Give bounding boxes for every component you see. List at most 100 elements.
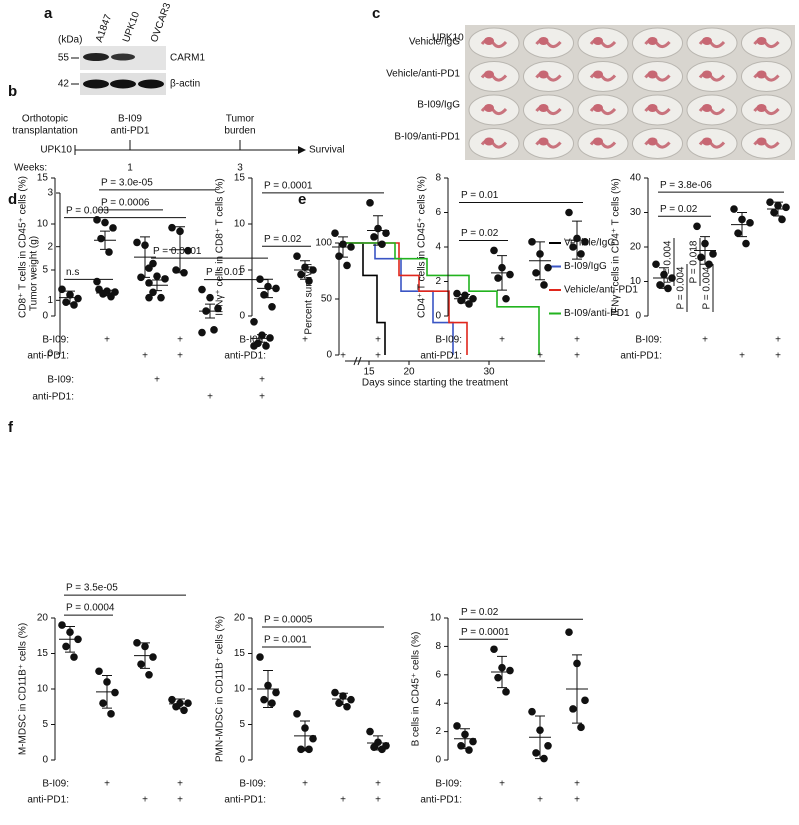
data-point: [137, 660, 145, 668]
data-point: [198, 328, 206, 337]
p-value: P = 3.8e-06: [660, 180, 712, 191]
panel-label: c: [372, 5, 380, 22]
data-point: [502, 688, 510, 696]
data-point: [465, 300, 473, 308]
error-bar: [263, 278, 273, 299]
p-value: P = 0.004: [702, 266, 713, 309]
y-tick-label: 1: [47, 295, 53, 306]
blot-image: [71, 46, 166, 95]
y-tick-label: 0: [635, 311, 641, 322]
y-tick-label: 15: [37, 648, 49, 659]
y-tick-label: 10: [630, 276, 642, 287]
data-point: [184, 246, 192, 255]
data-point: [693, 222, 701, 231]
data-point: [305, 745, 313, 754]
error-bar: [497, 655, 507, 689]
treatment-mark: +: [375, 351, 381, 362]
data-point: [378, 745, 386, 754]
data-point: [180, 706, 188, 715]
treatment-mark: +: [375, 795, 381, 806]
cell-line: UPK10: [40, 145, 72, 156]
data-point: [778, 215, 786, 224]
week-number: 3: [237, 163, 243, 174]
treatment-mark: +: [104, 335, 110, 346]
lane-label: UPK10: [121, 10, 142, 44]
p-value: P = 0.0004: [66, 603, 115, 614]
p-value: P = 0.0006: [101, 197, 150, 208]
treatment-mark: +: [340, 795, 346, 806]
row-label: Vehicle/IgG: [409, 37, 460, 48]
event-label: B-I09: [118, 114, 142, 125]
y-tick-label: 0: [42, 311, 48, 322]
legend-label: Vehicle/anti-PD1: [564, 285, 638, 296]
survival-curve: [345, 242, 540, 355]
treatment-label: B-I09:: [42, 335, 69, 346]
treatment-mark: +: [775, 335, 781, 346]
row-label: B-I09/anti-PD1: [394, 132, 460, 143]
treatment-mark: +: [499, 335, 505, 346]
data-point: [99, 290, 107, 298]
treatment-label: anti-PD1:: [420, 351, 462, 362]
y-tick-label: 2: [47, 241, 53, 252]
y-axis-label: M-MDSC in CD11B⁺ cells (%): [18, 623, 29, 755]
legend-label: Vehicle/IgG: [564, 238, 615, 249]
data-point: [469, 737, 477, 746]
treatment-mark: +: [702, 335, 708, 346]
y-tick-label: 5: [42, 265, 48, 276]
treatment-mark: +: [154, 375, 160, 386]
x-tick-label: 30: [483, 367, 495, 378]
y-tick-label: 0: [435, 755, 441, 766]
y-tick-label: 0: [239, 311, 245, 322]
panel-label: a: [44, 5, 53, 22]
data-point: [58, 285, 66, 294]
data-point: [544, 263, 552, 272]
data-point: [293, 252, 301, 260]
data-point: [133, 639, 141, 647]
error-bar: [257, 334, 267, 343]
treatment-mark: +: [259, 392, 265, 403]
data-point: [540, 281, 548, 289]
data-point: [581, 238, 589, 246]
event-label: Orthotopic: [22, 114, 68, 125]
data-point: [366, 199, 374, 207]
error-bar: [65, 626, 75, 653]
data-point: [569, 705, 577, 713]
y-tick-label: 0: [326, 350, 332, 361]
error-bar: [175, 698, 185, 710]
data-point: [370, 743, 378, 752]
error-bar: [65, 290, 75, 305]
event-label: transplantation: [12, 126, 78, 137]
p-value: P = 0.018: [689, 240, 700, 283]
tumor-photo: [465, 25, 795, 160]
photo-title: UPK10: [432, 33, 464, 44]
y-tick-label: 40: [630, 173, 642, 184]
legend-label: B-I09/anti-PD1: [564, 308, 630, 319]
y-tick-label: 0: [47, 349, 53, 360]
y-tick-label: 30: [630, 207, 642, 218]
data-point: [266, 334, 274, 342]
data-point: [153, 272, 161, 280]
treatment-label: anti-PD1:: [27, 351, 69, 362]
data-point: [250, 342, 258, 350]
data-point: [268, 699, 276, 707]
data-point: [709, 250, 717, 258]
data-point: [256, 275, 264, 284]
treatment-mark: +: [375, 779, 381, 790]
data-point: [145, 671, 153, 679]
data-point: [782, 203, 790, 212]
y-tick-label: 50: [321, 294, 333, 305]
data-point: [544, 742, 552, 750]
y-tick-label: 6: [435, 207, 441, 218]
data-point: [97, 234, 105, 243]
data-point: [453, 289, 461, 298]
data-point: [494, 274, 502, 282]
treatment-mark: +: [537, 351, 543, 362]
data-point: [343, 261, 351, 270]
y-tick-label: 15: [37, 173, 49, 184]
error-bar: [338, 236, 348, 258]
error-bar: [373, 215, 383, 246]
treatment-mark: +: [574, 335, 580, 346]
data-point: [335, 699, 343, 707]
error-bar: [140, 642, 150, 669]
data-point: [256, 653, 264, 661]
